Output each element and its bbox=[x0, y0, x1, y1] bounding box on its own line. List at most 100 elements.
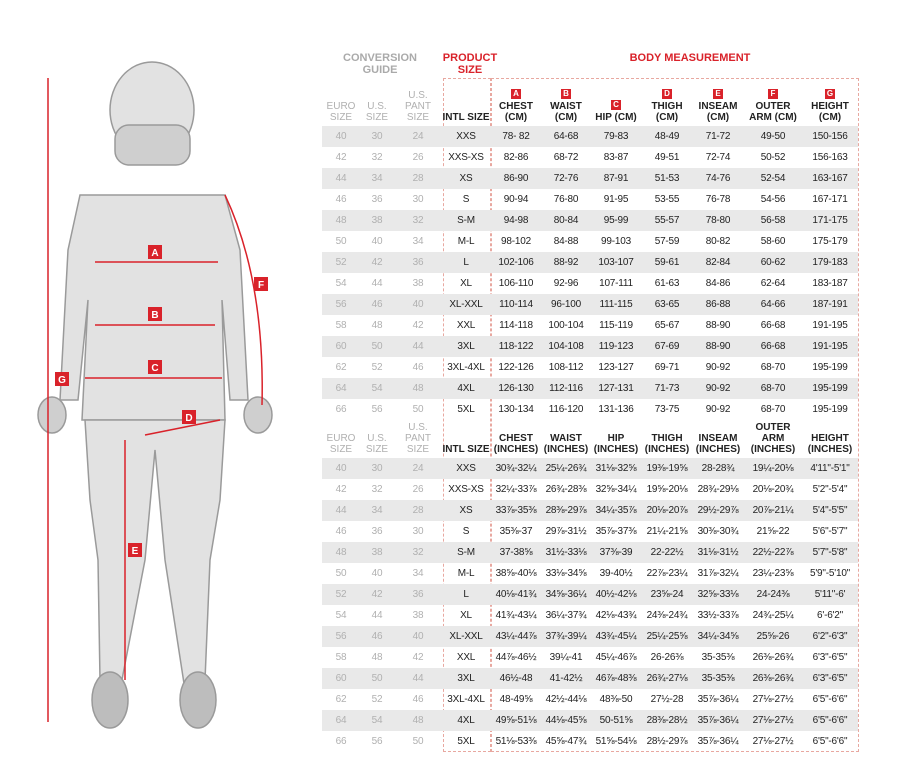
cell-thigh: 57-59 bbox=[654, 235, 680, 247]
cell-inseam: 78-80 bbox=[692, 210, 744, 231]
cell-intl-size: S bbox=[462, 525, 470, 537]
cell-intl-size: XXS bbox=[442, 458, 490, 479]
table-row: 46 36 30 S 90-94 76-80 91-95 53-55 76-78 54-56 167… bbox=[322, 189, 858, 210]
cell-waist: 34⅝-36¼ bbox=[542, 584, 590, 605]
cell-euro-size: 64 bbox=[322, 378, 360, 399]
arrow-d bbox=[144, 419, 221, 436]
cell-us-pant-size: 26 bbox=[412, 483, 424, 495]
cell-us-size: 48 bbox=[371, 319, 383, 331]
cell-us-pant-size: 30 bbox=[412, 193, 424, 205]
cell-euro-size: 52 bbox=[322, 584, 360, 605]
cell-inseam: 80-82 bbox=[705, 235, 731, 247]
cell-waist: 100-104 bbox=[548, 319, 584, 331]
header-hip: C HIP (CM) bbox=[590, 78, 642, 126]
cell-thigh: 65-67 bbox=[654, 319, 680, 331]
cell-height: 6'5"-6'6" bbox=[802, 710, 858, 731]
cell-waist: 42½-44⅛ bbox=[545, 693, 587, 705]
badge-chest: A bbox=[511, 89, 521, 99]
cell-outer-arm: 19¼-20⅛ bbox=[744, 458, 802, 479]
cell-intl-size: L bbox=[442, 252, 490, 273]
cell-chest: 33⅞-35⅜ bbox=[490, 500, 542, 521]
cell-intl-size: 5XL bbox=[457, 403, 475, 415]
cell-us-size: 56 bbox=[371, 735, 383, 747]
cell-chest: 43¼-44⅞ bbox=[490, 626, 542, 647]
header-height: G HEIGHT (CM) bbox=[802, 78, 858, 126]
table-row: 60 50 44 3XL 118-122 104-108 119-123 67-69 88-90… bbox=[322, 336, 858, 357]
cell-hip: 119-123 bbox=[590, 336, 642, 357]
cell-euro-size: 44 bbox=[322, 168, 360, 189]
body-measurement-figure: A B C D E F G bbox=[37, 61, 273, 729]
table-row: 44 34 28 XS 33⅞-35⅜ 28⅜-29⅞ 34¼-35⅞ 20⅛-20⅞ 29½-… bbox=[322, 500, 858, 521]
cell-euro-size: 48 bbox=[322, 210, 360, 231]
cell-euro-size: 62 bbox=[335, 693, 347, 705]
size-table-inches: EURO SIZE U.S. SIZE U.S. PANT SIZE INTL SIZ… bbox=[322, 422, 858, 752]
cell-hip: 40½-42⅛ bbox=[590, 584, 642, 605]
cell-euro-size: 44 bbox=[322, 500, 360, 521]
cell-outer-arm: 27⅛-27½ bbox=[752, 693, 794, 705]
cell-us-size: 54 bbox=[360, 710, 394, 731]
cell-hip: 48⅜-50 bbox=[599, 693, 633, 705]
header-waist: WAIST (INCHES) bbox=[543, 433, 589, 455]
cell-outer-arm: 66-68 bbox=[744, 336, 802, 357]
table-row: 66 56 50 5XL 130-134 116-120 131-136 73-75 90-92… bbox=[322, 399, 858, 420]
badge-thigh: D bbox=[662, 89, 672, 99]
cell-euro-size: 40 bbox=[322, 458, 360, 479]
cell-us-size: 46 bbox=[360, 294, 394, 315]
cell-chest: 82-86 bbox=[503, 151, 529, 163]
cell-euro-size: 62 bbox=[335, 361, 347, 373]
cell-intl-size: S-M bbox=[442, 542, 490, 563]
cell-intl-size: M-L bbox=[457, 567, 475, 579]
header-thigh: D THIGH (CM) bbox=[642, 78, 692, 126]
cell-thigh: 48-49 bbox=[642, 126, 692, 147]
cell-chest: 94-98 bbox=[490, 210, 542, 231]
cell-height: 179-183 bbox=[802, 252, 858, 273]
cell-hip: 91-95 bbox=[603, 193, 629, 205]
cell-chest: 32¼-33⅞ bbox=[495, 483, 537, 495]
badge-height: G bbox=[825, 89, 835, 99]
cell-thigh: 49-51 bbox=[654, 151, 680, 163]
header-chest: A CHEST (CM) bbox=[490, 78, 542, 126]
label-a: A bbox=[151, 248, 158, 259]
cell-us-pant-size: 50 bbox=[412, 403, 424, 415]
cell-us-pant-size: 34 bbox=[412, 567, 424, 579]
table-row: 48 38 32 S-M 37-38⅝ 31½-33⅛ 37⅜-39 22-22½ 31⅛-31… bbox=[322, 542, 858, 563]
cell-intl-size: XXS bbox=[442, 126, 490, 147]
label-d: D bbox=[185, 413, 192, 424]
cell-thigh: 73-75 bbox=[654, 403, 680, 415]
cell-height: 175-179 bbox=[812, 235, 848, 247]
cell-intl-size: XXS-XS bbox=[448, 151, 484, 163]
header-us: U.S. SIZE bbox=[365, 101, 389, 123]
cell-outer-arm: 68-70 bbox=[760, 403, 786, 415]
cell-euro-size: 50 bbox=[335, 567, 347, 579]
badge-inseam: E bbox=[713, 89, 723, 99]
cell-hip: 127-131 bbox=[590, 378, 642, 399]
cell-us-pant-size: 44 bbox=[394, 668, 442, 689]
cell-us-size: 38 bbox=[360, 542, 394, 563]
cell-chest: 38⅝-40⅛ bbox=[495, 567, 537, 579]
header-waist: B WAIST (CM) bbox=[542, 78, 590, 126]
table-row: 54 44 38 XL 106-110 92-96 107-111 61-63 84-86 62-… bbox=[322, 273, 858, 294]
cell-chest: 110-114 bbox=[490, 294, 542, 315]
cell-us-pant-size: 36 bbox=[394, 584, 442, 605]
cell-us-size: 52 bbox=[371, 693, 383, 705]
cell-hip: 42⅛-43¾ bbox=[595, 609, 637, 621]
cell-hip: 83-87 bbox=[603, 151, 629, 163]
cell-us-size: 40 bbox=[371, 235, 383, 247]
cell-height: 171-175 bbox=[802, 210, 858, 231]
cell-height: 5'4"-5'5" bbox=[802, 500, 858, 521]
header-us: U.S. SIZE bbox=[365, 433, 389, 455]
cell-us-size: 32 bbox=[371, 483, 383, 495]
cell-chest: 40⅛-41¾ bbox=[490, 584, 542, 605]
cell-height: 6'3"-6'5" bbox=[812, 651, 848, 663]
cell-chest: 35⅜-37 bbox=[499, 525, 533, 537]
cell-hip: 46⅞-48⅜ bbox=[590, 668, 642, 689]
cell-us-size: 52 bbox=[371, 361, 383, 373]
cell-us-pant-size: 48 bbox=[394, 378, 442, 399]
cell-chest: 118-122 bbox=[490, 336, 542, 357]
cell-euro-size: 56 bbox=[322, 294, 360, 315]
cell-outer-arm: 68-70 bbox=[744, 378, 802, 399]
cell-us-pant-size: 32 bbox=[394, 210, 442, 231]
cell-intl-size: 5XL bbox=[457, 735, 475, 747]
cell-height: 150-156 bbox=[802, 126, 858, 147]
cell-thigh: 25¼-25⅝ bbox=[642, 626, 692, 647]
